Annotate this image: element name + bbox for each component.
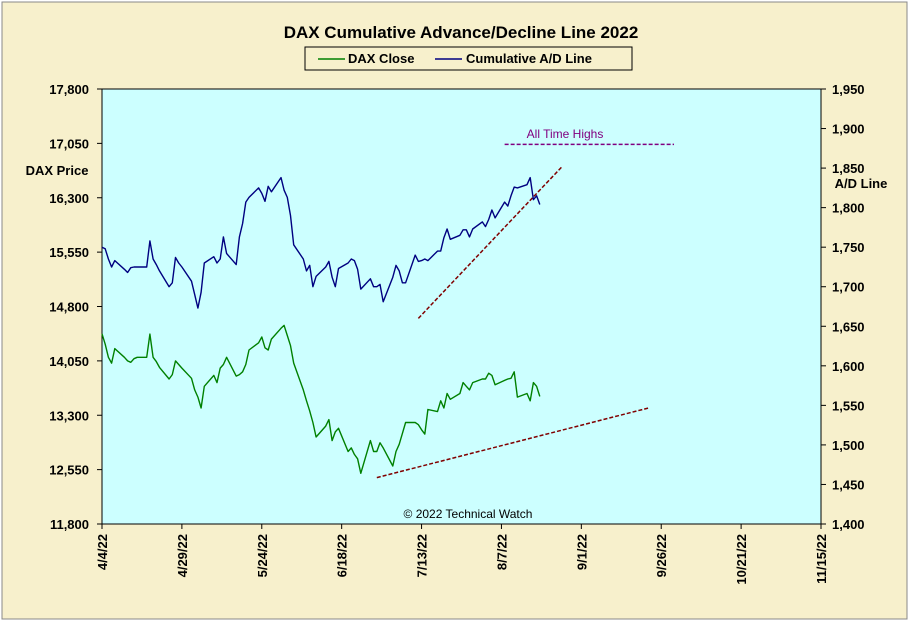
legend: DAX Close Cumulative A/D Line xyxy=(304,46,633,71)
left-tick-label: 16,300 xyxy=(49,191,89,206)
right-axis: 1,950 1,900 1,850 1,800 1,750 1,700 1,650 1,600… xyxy=(821,82,865,532)
plot-area xyxy=(101,88,822,525)
x-tick-label: 6/18/22 xyxy=(335,534,350,577)
left-tick-label: 17,050 xyxy=(49,136,89,151)
cumulative-ad-line xyxy=(101,176,541,309)
trendline-2 xyxy=(376,407,649,479)
left-tick-label: 14,050 xyxy=(49,354,89,369)
right-tick-label: 1,700 xyxy=(832,280,865,295)
left-tick-label: 12,550 xyxy=(49,463,89,478)
all-time-highs-annotation: All Time Highs xyxy=(527,127,604,141)
left-tick-label: 14,800 xyxy=(49,300,89,315)
right-tick-label: 1,850 xyxy=(832,161,865,176)
x-tick-label: 8/7/22 xyxy=(494,534,509,570)
right-tick-label: 1,950 xyxy=(832,82,865,97)
right-tick-label: 1,450 xyxy=(832,477,865,492)
series-lines xyxy=(101,176,541,474)
x-tick-label: 9/1/22 xyxy=(574,534,589,570)
trendline-1 xyxy=(417,165,563,319)
left-axis-label: DAX Price xyxy=(26,163,89,178)
right-tick-label: 1,500 xyxy=(832,438,865,453)
right-tick-label: 1,900 xyxy=(832,122,865,137)
legend-label-dax: DAX Close xyxy=(348,51,414,66)
right-tick-label: 1,650 xyxy=(832,319,865,334)
left-tick-label: 11,800 xyxy=(50,517,89,532)
x-tick-label: 4/4/22 xyxy=(95,534,110,570)
right-tick-label: 1,750 xyxy=(832,240,865,255)
right-tick-label: 1,600 xyxy=(832,359,865,374)
left-tick-label: 13,300 xyxy=(49,408,89,423)
right-tick-label: 1,400 xyxy=(832,517,865,532)
chart-title: DAX Cumulative Advance/Decline Line 2022 xyxy=(284,23,639,42)
left-tick-label: 17,800 xyxy=(49,82,89,97)
trendlines xyxy=(376,143,675,479)
x-tick-label: 9/26/22 xyxy=(654,534,669,577)
x-tick-label: 7/13/22 xyxy=(415,534,430,577)
x-axis: 4/4/22 4/29/22 5/24/22 6/18/22 7/13/22 8/7/22… xyxy=(95,524,829,585)
right-axis-label: A/D Line xyxy=(835,176,888,191)
x-tick-label: 5/24/22 xyxy=(255,534,270,577)
left-tick-label: 15,550 xyxy=(49,245,89,260)
copyright-annotation: © 2022 Technical Watch xyxy=(404,507,533,521)
x-tick-label: 10/21/22 xyxy=(734,534,749,585)
left-axis: 17,800 17,050 16,300 15,550 14,800 14,050 13,3… xyxy=(49,82,102,532)
x-tick-label: 4/29/22 xyxy=(175,534,190,577)
right-tick-label: 1,550 xyxy=(832,398,865,413)
right-tick-label: 1,800 xyxy=(832,201,865,216)
legend-box xyxy=(304,46,633,71)
x-tick-label: 11/15/22 xyxy=(814,534,829,584)
legend-label-ad: Cumulative A/D Line xyxy=(466,51,592,66)
dax-close-line xyxy=(101,324,541,474)
